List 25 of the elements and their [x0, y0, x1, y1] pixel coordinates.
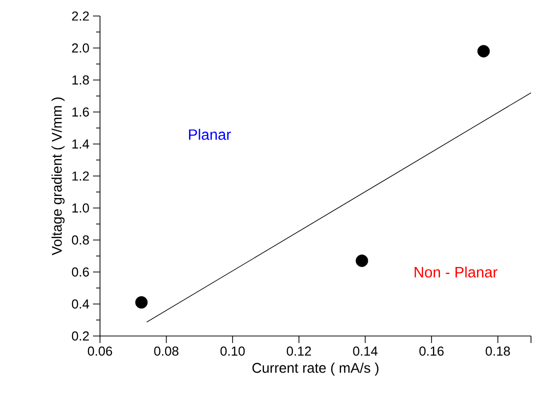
- y-axis-title: Voltage gradient ( V/mm ): [52, 98, 65, 256]
- x-tick-label: 0.08: [154, 346, 178, 356]
- y-tick-label: 0.4: [72, 299, 90, 309]
- y-tick-label: 0.8: [72, 235, 89, 245]
- y-tick-label: 1.0: [72, 203, 89, 213]
- point: [135, 296, 148, 309]
- y-tick-label: 0.6: [72, 267, 89, 277]
- y-tick-label: 1.4: [72, 140, 90, 148]
- annotation: Non - Planar: [414, 266, 498, 278]
- y-tick-label: 2.2: [72, 11, 89, 21]
- x-axis-title: Current rate ( mA/s ): [252, 362, 378, 376]
- point: [477, 45, 490, 58]
- y-tick-label: 1.8: [72, 75, 89, 85]
- x-tick-label: 0.18: [486, 346, 510, 356]
- y-tick-label: 1.2: [72, 171, 89, 181]
- x-tick-label: 0.16: [419, 346, 444, 356]
- y-tick-label: 1.6: [72, 107, 89, 117]
- y-tick-label: 0.2: [72, 331, 89, 341]
- x-tick-label: 0.12: [286, 346, 311, 356]
- x-tick-label: 0.14: [353, 346, 378, 356]
- point: [356, 254, 368, 267]
- annotation: Planar: [189, 128, 231, 140]
- x-tick-label: 0.06: [88, 346, 112, 356]
- y-tick-label: 2.0: [72, 43, 89, 53]
- x-tick-label: 0.10: [220, 346, 245, 356]
